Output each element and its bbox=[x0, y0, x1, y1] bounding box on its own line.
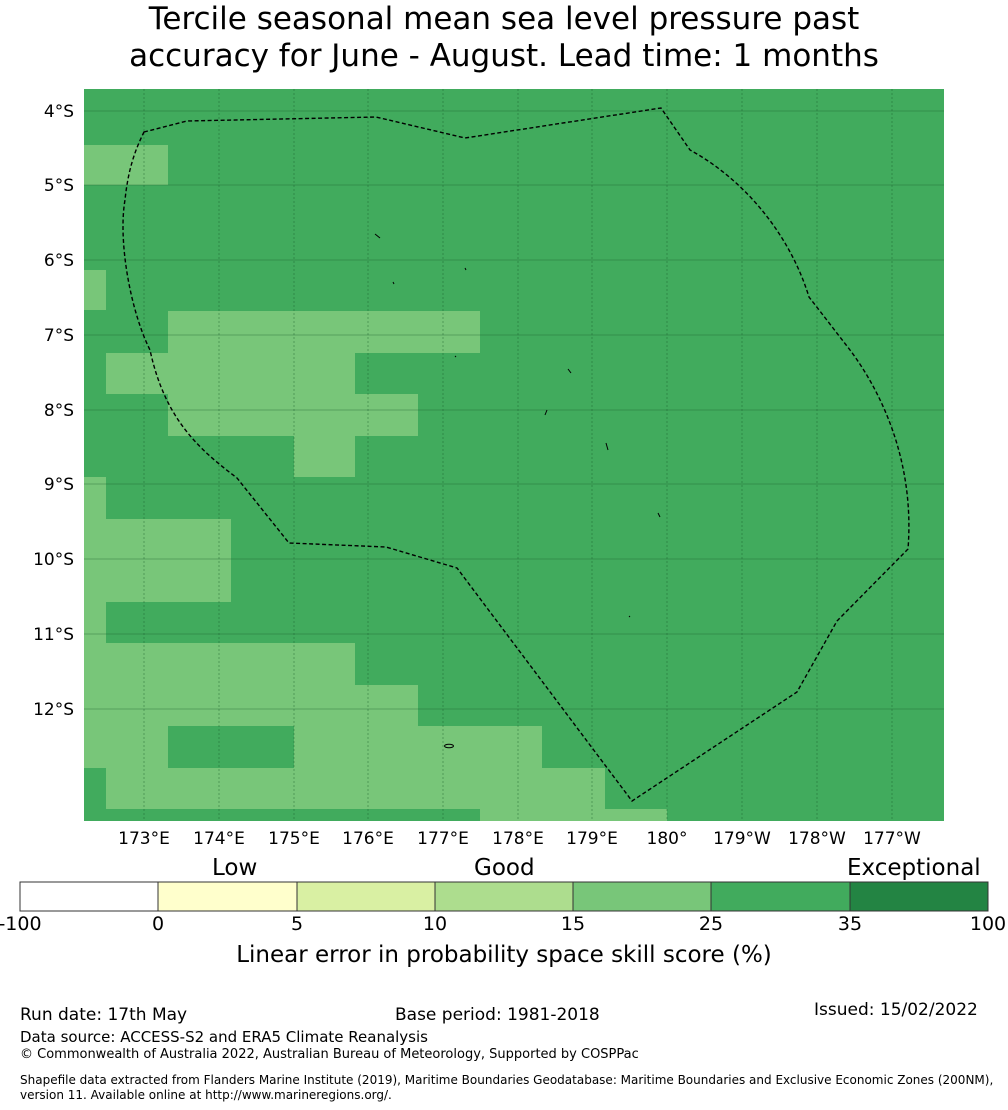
lon-label: 176°E bbox=[342, 829, 394, 849]
colorbar-tick: 10 bbox=[422, 913, 448, 935]
eez-boundary bbox=[122, 107, 910, 802]
skill-cell bbox=[294, 726, 542, 768]
colorbar-segment bbox=[19, 881, 159, 912]
skill-cell bbox=[106, 768, 605, 809]
colorbar-tick: 5 bbox=[290, 913, 304, 935]
colorbar-segment bbox=[849, 881, 989, 912]
skill-cell bbox=[84, 270, 106, 310]
lon-label: 178°E bbox=[492, 829, 544, 849]
colorbar bbox=[19, 881, 989, 912]
colorbar-category-good: Good bbox=[474, 855, 535, 881]
map-title-line-2: accuracy for June - August. Lead time: 1… bbox=[129, 38, 879, 74]
colorbar-category-low: Low bbox=[212, 855, 258, 881]
lat-label: 10°S bbox=[33, 550, 74, 570]
lon-label: 175°E bbox=[268, 829, 320, 849]
skill-cell bbox=[168, 394, 418, 436]
island-shape bbox=[657, 512, 661, 518]
lon-label: 177°E bbox=[417, 829, 469, 849]
colorbar-tick: 100 bbox=[969, 913, 1007, 935]
island-shape bbox=[567, 368, 572, 374]
lon-label: 179°E bbox=[566, 829, 618, 849]
colorbar-tick: 0 bbox=[151, 913, 165, 935]
lat-label: 5°S bbox=[44, 176, 74, 196]
lon-label: 177°W bbox=[863, 829, 921, 849]
lat-label: 9°S bbox=[44, 475, 74, 495]
skill-cell bbox=[84, 602, 106, 643]
island-shape bbox=[374, 233, 381, 239]
skill-cell bbox=[84, 145, 168, 185]
lat-label: 8°S bbox=[44, 401, 74, 421]
colorbar-category-exceptional: Exceptional bbox=[847, 855, 981, 881]
lat-label: 6°S bbox=[44, 251, 74, 271]
copyright-notice: © Commonwealth of Australia 2022, Austra… bbox=[20, 1047, 639, 1062]
lon-label: 173°E bbox=[118, 829, 170, 849]
island-shape bbox=[464, 267, 467, 271]
island-shape bbox=[444, 743, 454, 749]
skill-cell bbox=[84, 643, 355, 685]
map-gridlines bbox=[143, 89, 893, 821]
colorbar-segment bbox=[157, 881, 298, 912]
skill-cell bbox=[168, 311, 480, 353]
map-gridlines-lat bbox=[84, 110, 944, 710]
map-title-line-1: Tercile seasonal mean sea level pressure… bbox=[148, 1, 860, 37]
lon-label: 180° bbox=[647, 829, 688, 849]
colorbar-tick: 25 bbox=[698, 913, 724, 935]
shapefile-credit-line-1: Shapefile data extracted from Flanders M… bbox=[20, 1073, 994, 1087]
skill-cells-15-25 bbox=[84, 145, 667, 821]
island-shape bbox=[605, 442, 609, 451]
skill-cell bbox=[294, 436, 355, 477]
skill-cell bbox=[84, 477, 106, 519]
colorbar-segment bbox=[710, 881, 851, 912]
colorbar-segment bbox=[572, 881, 712, 912]
lat-label: 7°S bbox=[44, 326, 74, 346]
lat-labels: 4°S 5°S 6°S 7°S 8°S 9°S 10°S 11°S 12°S bbox=[33, 102, 74, 720]
colorbar-tick: 15 bbox=[560, 913, 586, 935]
skill-cell bbox=[84, 726, 168, 768]
lon-label: 179°W bbox=[713, 829, 771, 849]
lat-label: 4°S bbox=[44, 102, 74, 122]
islands bbox=[374, 233, 661, 749]
skill-cell bbox=[480, 809, 667, 821]
island-shape bbox=[392, 281, 395, 285]
colorbar-tick: -100 bbox=[0, 913, 42, 935]
lon-label: 178°W bbox=[788, 829, 846, 849]
lat-label: 11°S bbox=[33, 625, 74, 645]
lat-label: 12°S bbox=[33, 700, 74, 720]
skill-cell bbox=[106, 353, 355, 394]
colorbar-label: Linear error in probability space skill … bbox=[236, 942, 772, 968]
colorbar-tick: 35 bbox=[837, 913, 863, 935]
issued-date: Issued: 15/02/2022 bbox=[814, 1000, 978, 1020]
skill-cell bbox=[84, 685, 418, 726]
colorbar-segment bbox=[434, 881, 574, 912]
run-date: Run date: 17th May bbox=[20, 1005, 188, 1025]
island-shape bbox=[544, 409, 548, 416]
skill-cell bbox=[84, 519, 231, 602]
island-shape bbox=[454, 355, 457, 358]
shapefile-credit-line-2: version 11. Available online at http://w… bbox=[20, 1088, 392, 1102]
island-shape bbox=[628, 615, 631, 618]
data-source: Data source: ACCESS-S2 and ERA5 Climate … bbox=[20, 1028, 428, 1046]
lon-label: 174°E bbox=[193, 829, 245, 849]
colorbar-segment bbox=[296, 881, 436, 912]
lon-labels: 173°E 174°E 175°E 176°E 177°E 178°E 179°… bbox=[118, 829, 921, 849]
base-period: Base period: 1981-2018 bbox=[395, 1005, 600, 1025]
